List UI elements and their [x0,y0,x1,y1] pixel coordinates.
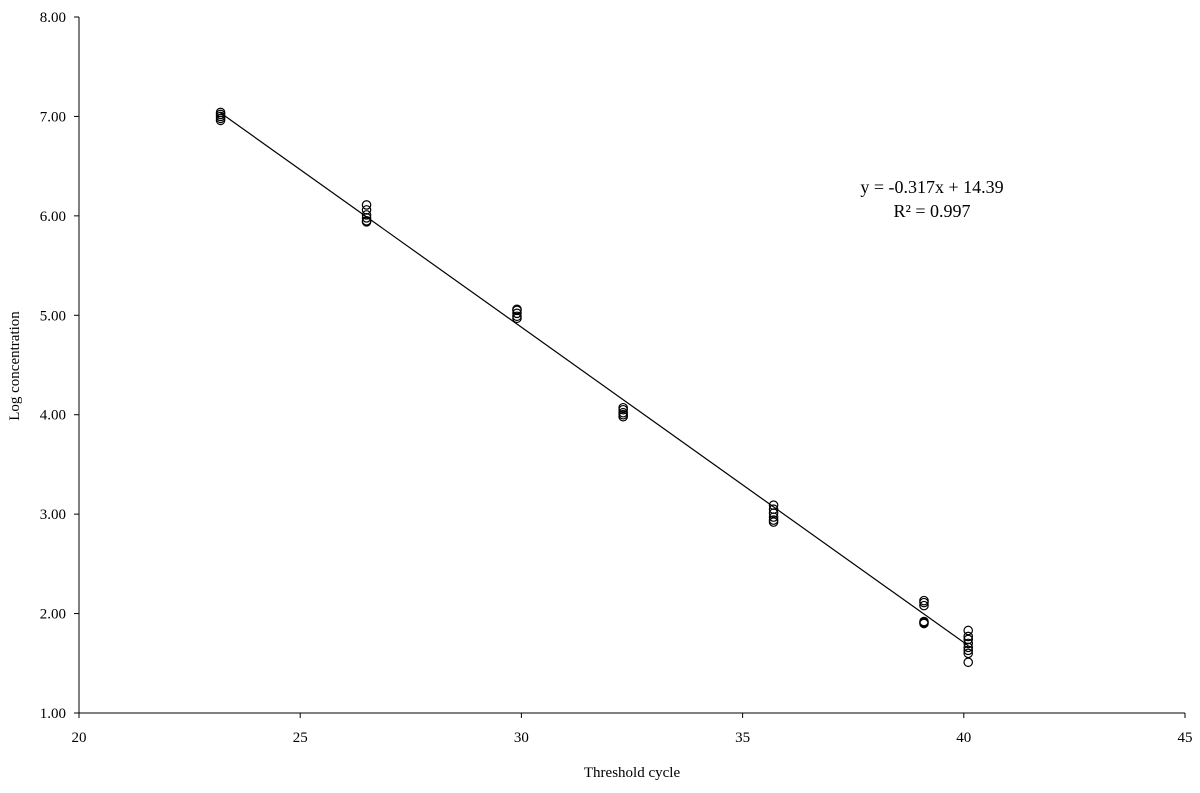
data-point [963,657,974,668]
data-point [963,638,974,649]
y-tick-label: 5.00 [40,308,66,324]
y-tick-label: 3.00 [40,507,66,523]
data-point [919,597,929,608]
data-point [963,642,974,653]
data-point [618,404,628,415]
data-point [919,618,929,629]
x-ticks: 20 25 30 35 40 45 [72,713,1193,746]
y-tick-label: 1.00 [40,706,66,722]
y-tick-label: 8.00 [40,10,66,26]
axes [78,17,1185,714]
data-point [512,308,522,319]
data-points [215,107,974,668]
x-tick-label: 40 [956,730,971,746]
data-point [361,213,372,223]
data-point [215,115,226,126]
x-tick-label: 45 [1178,730,1193,746]
trendline-equation: y = -0.317x + 14.39 [860,177,1003,197]
y-axis-title: Log concentration [7,311,23,421]
x-tick-label: 30 [514,730,529,746]
x-axis-title: Threshold cycle [584,765,681,781]
data-point [768,512,779,522]
y-tick-label: 7.00 [40,109,66,125]
y-tick-label: 4.00 [40,408,66,424]
data-point [919,600,929,611]
data-point [361,210,372,220]
data-point [768,517,779,527]
data-point [512,313,522,324]
data-point [361,200,372,210]
data-point [963,631,974,642]
x-tick-label: 35 [735,730,750,746]
data-point [618,411,628,422]
y-tick-label: 6.00 [40,209,66,225]
data-point [361,205,372,215]
data-point [963,645,974,656]
x-tick-label: 20 [72,730,87,746]
data-point [361,217,372,227]
r-squared-label: R² = 0.997 [893,201,970,221]
trendline [220,112,969,647]
data-point [919,595,929,606]
y-tick-label: 2.00 [40,607,66,623]
x-tick-label: 25 [293,730,308,746]
y-ticks: 1.00 2.00 3.00 4.00 5.00 6.00 7.00 8.00 [40,10,79,722]
